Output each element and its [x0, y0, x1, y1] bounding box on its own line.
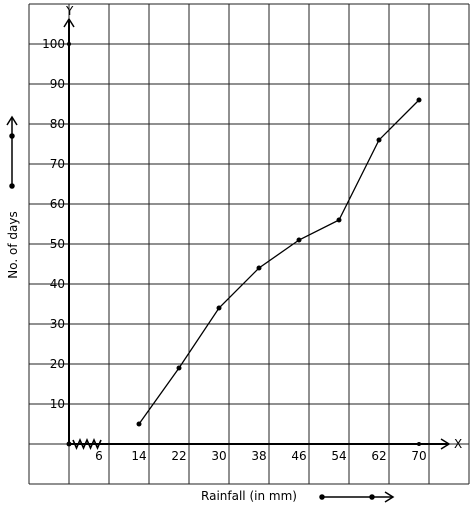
data-point — [256, 265, 262, 271]
x-tick-label: 62 — [371, 449, 386, 463]
y-tick-label: 40 — [50, 277, 65, 291]
y-tick-label: 80 — [50, 117, 65, 131]
data-point — [216, 305, 222, 311]
y-tick-label: 90 — [50, 77, 65, 91]
y-tick-label: 20 — [50, 357, 65, 371]
x-axis-arrowhead — [440, 438, 451, 450]
data-point — [296, 237, 302, 243]
x-axis-label: Rainfall (in mm) — [201, 489, 297, 503]
y-direction-arrow — [6, 115, 18, 189]
y-tick-label: 50 — [50, 237, 65, 251]
x-tick-label: 30 — [211, 449, 226, 463]
data-point — [376, 137, 382, 143]
tick-labels: 6 14 22 30 38 46 54 62 70 10 20 30 40 50 60 70 80 90 100 — [42, 37, 427, 463]
x-axis-letter: X — [454, 437, 462, 451]
x-direction-arrow — [319, 491, 395, 503]
x-tick-dot — [417, 442, 421, 446]
data-point — [416, 97, 422, 103]
grid — [28, 3, 470, 485]
y-tick-dot — [67, 42, 71, 46]
y-axis-arrowhead — [63, 17, 75, 28]
origin-point — [66, 441, 72, 447]
x-tick-label: 38 — [251, 449, 266, 463]
y-tick-label: 100 — [42, 37, 65, 51]
x-tick-label: 6 — [95, 449, 103, 463]
series-line — [136, 97, 422, 427]
data-point — [336, 217, 342, 223]
data-point — [176, 365, 182, 371]
x-tick-label: 46 — [291, 449, 306, 463]
x-tick-label: 54 — [331, 449, 346, 463]
y-axis-label: No. of days — [6, 211, 20, 278]
y-tick-label: 70 — [50, 157, 65, 171]
series-polyline — [138, 99, 420, 425]
x-tick-label: 22 — [171, 449, 186, 463]
y-tick-label: 10 — [50, 397, 65, 411]
x-axis-break — [72, 438, 102, 450]
axes — [63, 17, 451, 450]
data-point — [136, 421, 142, 427]
x-tick-label: 70 — [411, 449, 426, 463]
y-tick-label: 30 — [50, 317, 65, 331]
y-tick-label: 60 — [50, 197, 65, 211]
x-tick-label: 14 — [131, 449, 146, 463]
y-axis-letter: Y — [65, 4, 74, 18]
